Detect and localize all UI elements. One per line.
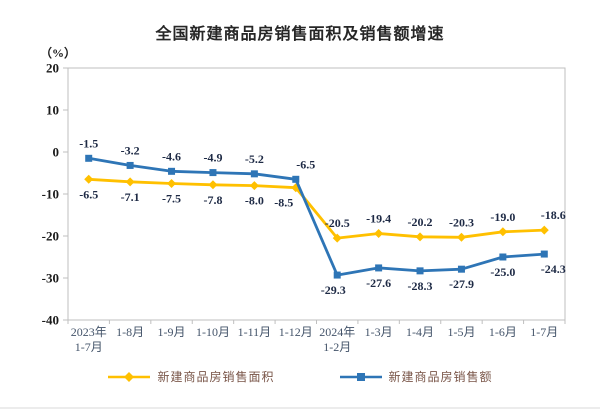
data-label: -6.5 (79, 187, 98, 201)
legend-item-sales-area: 新建商品房销售面积 (107, 368, 274, 385)
series-marker-square (85, 154, 93, 162)
y-axis-tick-label: -10 (42, 187, 59, 202)
data-label: -1.5 (79, 136, 98, 150)
series-marker-diamond (415, 232, 425, 242)
data-label: -20.2 (408, 215, 433, 229)
series-marker-square (457, 265, 465, 273)
series-marker-square (126, 161, 134, 169)
data-label: -27.9 (449, 277, 474, 291)
y-axis-unit-label: （%） (40, 46, 77, 60)
data-label: -19.4 (366, 211, 391, 225)
data-label: -7.8 (203, 193, 222, 207)
data-label: -5.2 (245, 152, 264, 166)
data-label: -8.5 (274, 196, 293, 210)
series-marker-square (250, 170, 258, 178)
y-axis-tick-label: 20 (46, 61, 59, 76)
data-label: -4.9 (203, 151, 222, 165)
legend-item-sales-amount: 新建商品房销售额 (339, 368, 493, 385)
x-axis-category-label: 1-2月 (323, 340, 351, 354)
x-axis-category-label: 2023年 (71, 325, 107, 339)
x-axis-category-label: 1-6月 (489, 325, 517, 339)
data-label: -4.6 (162, 149, 181, 163)
x-axis-category-label: 1-8月 (116, 325, 144, 339)
series-marker-square (209, 169, 217, 177)
series-marker-diamond (539, 225, 549, 235)
x-axis-category-label: 1-10月 (196, 325, 230, 339)
data-label: -24.3 (541, 262, 566, 276)
data-label: -19.0 (490, 210, 515, 224)
series-marker-diamond (332, 233, 342, 243)
series-marker-diamond (84, 174, 94, 184)
series-marker-diamond (498, 227, 508, 237)
y-axis-tick-label: -40 (42, 313, 59, 328)
y-axis-tick-label: -30 (42, 271, 59, 286)
data-label: -7.5 (162, 192, 181, 206)
series-marker-square (168, 167, 176, 175)
page-bottom-divider (0, 407, 600, 409)
series-marker-square (416, 267, 424, 275)
x-axis-category-label: 1-3月 (365, 325, 393, 339)
data-label: -29.3 (321, 283, 346, 297)
x-axis-category-label: 1-9月 (158, 325, 186, 339)
legend-label-sales-area: 新建商品房销售面积 (157, 370, 275, 384)
y-axis-tick-label: 0 (53, 145, 60, 160)
series-marker-square (499, 253, 507, 261)
legend-marker-sales-area-icon (108, 371, 151, 382)
series-marker-diamond (374, 228, 384, 238)
data-label: -3.2 (121, 143, 140, 157)
data-label: -27.6 (366, 276, 391, 290)
series-marker-diamond (208, 180, 218, 190)
data-label: -6.5 (296, 157, 315, 171)
legend-marker-sales-amount-icon (339, 372, 382, 381)
data-label: -20.3 (449, 215, 474, 229)
y-axis-tick-label: -20 (42, 229, 59, 244)
series-marker-square (292, 175, 300, 183)
data-label: -7.1 (121, 190, 140, 204)
series-marker-diamond (125, 177, 135, 187)
series-marker-square (540, 250, 548, 258)
series-marker-square (333, 271, 341, 279)
x-axis-category-label: 1-11月 (238, 325, 272, 339)
x-axis-category-label: 1-7月 (75, 340, 103, 354)
y-axis-tick-label: 10 (46, 103, 59, 118)
data-label: -25.0 (490, 265, 515, 279)
data-label: -28.3 (408, 279, 433, 293)
x-axis-category-label: 1-4月 (406, 325, 434, 339)
series-marker-diamond (456, 232, 466, 242)
plot-border (67, 67, 566, 321)
series-marker-diamond (167, 179, 177, 188)
x-axis-category-label: 1-7月 (530, 325, 558, 339)
data-label: -8.0 (245, 194, 264, 208)
series-marker-diamond (249, 181, 259, 191)
legend: 新建商品房销售面积 新建商品房销售额 (0, 368, 600, 385)
x-axis-category-label: 2024年 (319, 325, 355, 339)
data-label: -18.6 (541, 208, 566, 222)
series-line-1 (87, 156, 546, 277)
data-label: -20.5 (325, 216, 350, 230)
x-axis-category-label: 1-5月 (447, 325, 475, 339)
series-marker-square (375, 264, 383, 272)
chart-title: 全国新建商品房销售面积及销售额增速 (155, 26, 445, 43)
x-axis-category-label: 1-12月 (279, 325, 313, 339)
legend-label-sales-amount: 新建商品房销售额 (388, 370, 493, 384)
series-line-0 (87, 177, 546, 240)
